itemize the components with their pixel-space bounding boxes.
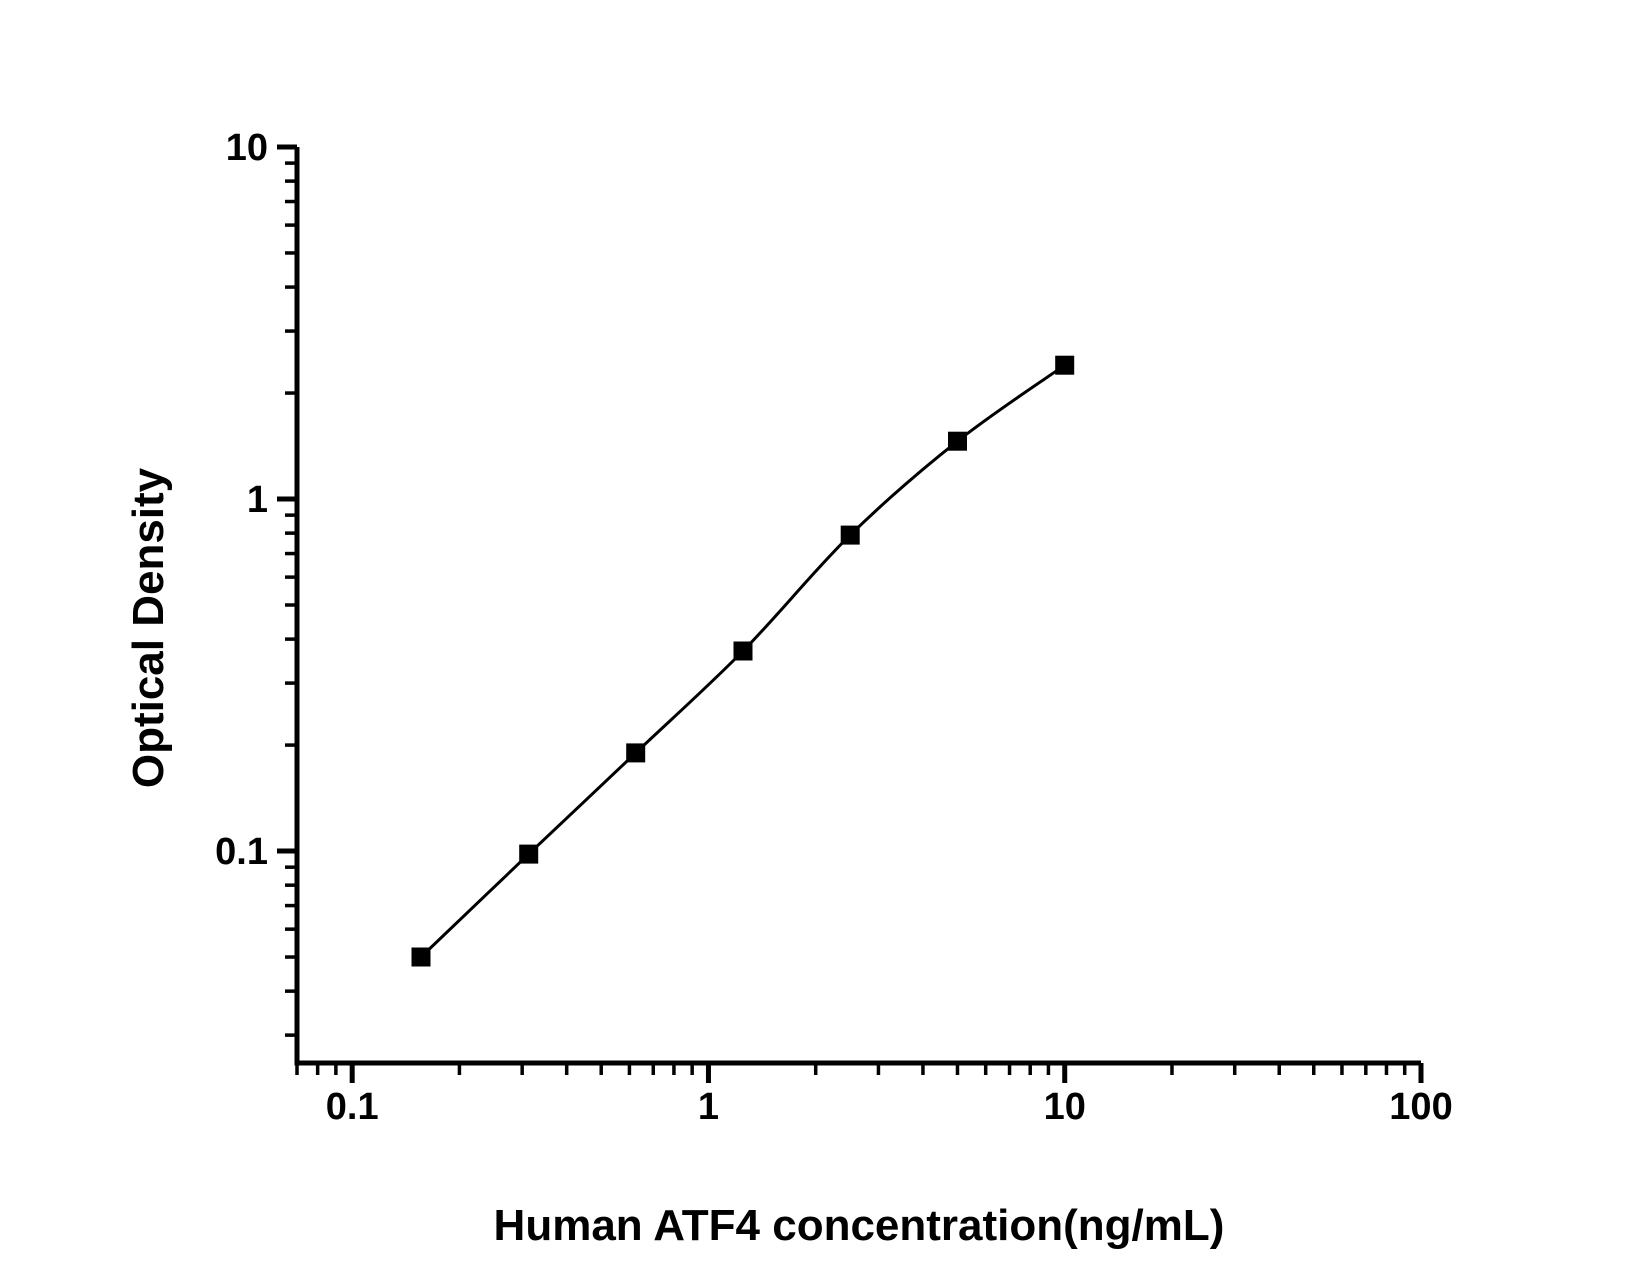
axis-lines: [294, 147, 1421, 1066]
y-axis-title: Optical Density: [124, 467, 173, 788]
data-point-marker: [733, 641, 753, 661]
series-group: [411, 355, 1075, 967]
x-axis-title: Human ATF4 concentration(ng/mL): [494, 1201, 1225, 1250]
fitted-curve-path: [419, 363, 1066, 959]
tick-labels-group: 0.1 1 10 100 0.1 1 10: [215, 127, 1453, 1128]
axes-group: [294, 147, 1421, 1066]
y-tick-label: 0.1: [215, 831, 268, 873]
y-tick-label: 1: [247, 479, 268, 521]
data-point-marker: [519, 844, 539, 864]
x-tick-label: 100: [1389, 1086, 1452, 1128]
data-point-marker: [1055, 355, 1075, 375]
data-point-marker: [411, 947, 431, 967]
x-tick-label: 1: [698, 1086, 719, 1128]
y-tick-label: 10: [226, 127, 268, 169]
data-point-marker: [840, 525, 860, 545]
data-point-marker: [948, 431, 967, 451]
x-tick-label: 0.1: [326, 1086, 379, 1128]
x-tick-label: 10: [1044, 1086, 1086, 1128]
ticks-group: [277, 144, 1424, 1083]
data-point-marker: [626, 743, 646, 763]
